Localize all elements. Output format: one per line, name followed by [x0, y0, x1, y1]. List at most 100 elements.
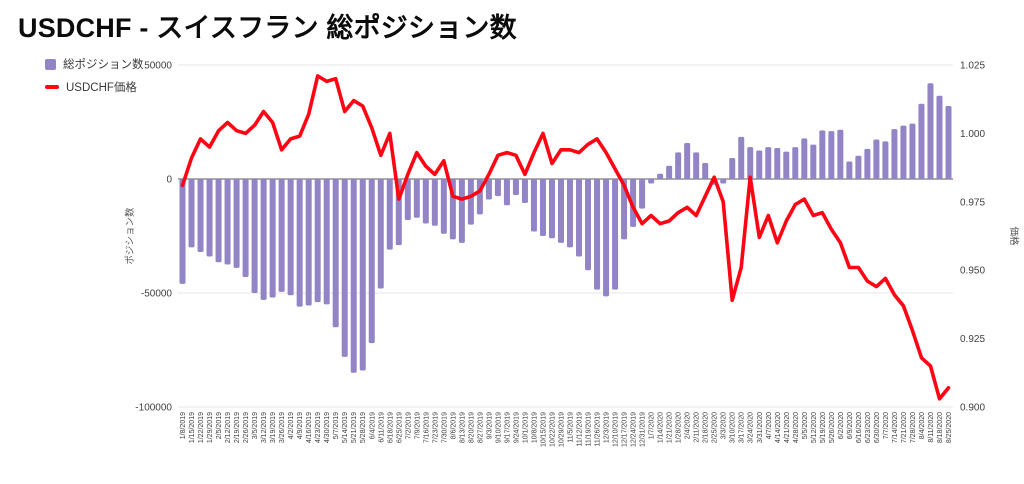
right-axis-tick: 1.000 [960, 129, 985, 140]
x-axis-label: 6/30/2020 [874, 412, 881, 443]
x-axis-label: 8/6/2019 [450, 412, 457, 439]
right-axis-tick: 0.950 [960, 266, 985, 277]
x-axis-label: 11/12/2019 [577, 412, 584, 447]
page-title: USDCHF - スイスフラン 総ポジション数 [18, 13, 517, 43]
bar [702, 163, 709, 179]
x-axis-label: 4/7/2020 [766, 412, 773, 439]
x-axis-label: 9/17/2019 [504, 412, 511, 443]
bar [585, 179, 592, 271]
bar [539, 179, 546, 236]
x-axis-label: 2/11/2020 [694, 412, 701, 443]
bar [612, 179, 619, 290]
left-axis-tick: 50000 [144, 61, 172, 72]
x-axis-label: 10/15/2019 [540, 412, 547, 447]
x-axis-label: 4/14/2020 [775, 412, 782, 443]
bar [801, 138, 808, 179]
bar [864, 148, 871, 179]
legend-line-swatch-icon [45, 85, 59, 89]
x-axis-label: 8/27/2019 [477, 412, 484, 443]
x-axis-label: 1/15/2019 [189, 412, 196, 443]
legend-item-price[interactable]: USDCHF価格 [45, 79, 144, 95]
bar [720, 179, 727, 184]
x-axis-labels: 1/8/2019 1/15/2019 1/22/2019 1/29/2019 2/5/2… [180, 412, 953, 447]
bar [260, 179, 267, 300]
x-axis-label: 5/5/2020 [802, 412, 809, 439]
x-axis-label: 5/12/2020 [811, 412, 818, 443]
x-axis-label: 10/1/2019 [522, 412, 529, 443]
legend-label-price: USDCHF価格 [66, 82, 137, 94]
bar [269, 179, 276, 298]
bar [224, 179, 231, 265]
bar [882, 141, 889, 179]
bar [603, 179, 610, 297]
x-axis-label: 2/19/2019 [234, 412, 241, 443]
x-axis-label: 3/26/2019 [279, 412, 286, 443]
x-axis-label: 10/8/2019 [531, 412, 538, 443]
bar [891, 129, 898, 179]
bar [341, 179, 348, 357]
x-axis-label: 1/7/2020 [649, 412, 656, 439]
x-axis-label: 1/21/2020 [667, 412, 674, 443]
x-axis-label: 2/5/2019 [216, 412, 223, 439]
x-axis-label: 2/25/2020 [712, 412, 719, 443]
bar [350, 179, 357, 373]
bar [377, 179, 384, 289]
x-axis-label: 7/7/2020 [883, 412, 890, 439]
x-axis-label: 5/26/2020 [829, 412, 836, 443]
x-axis-label: 6/18/2019 [387, 412, 394, 443]
bar [494, 179, 501, 197]
x-axis-label: 7/30/2019 [441, 412, 448, 443]
x-axis-label: 6/11/2019 [378, 412, 385, 443]
x-axis-label: 2/26/2019 [243, 412, 250, 443]
x-axis-label: 11/26/2019 [595, 412, 602, 447]
bar [837, 129, 844, 179]
bar [738, 136, 745, 179]
bar [828, 131, 835, 179]
right-axis-tick: 0.925 [960, 334, 985, 345]
legend-label-positions: 総ポジション数 [63, 59, 144, 71]
x-axis-label: 9/3/2019 [486, 412, 493, 439]
x-axis-label: 2/18/2020 [703, 412, 710, 443]
x-axis-label: 6/16/2020 [856, 412, 863, 443]
x-axis-label: 5/19/2020 [820, 412, 827, 443]
x-axis-label: 3/10/2020 [730, 412, 737, 443]
bar [639, 179, 646, 209]
bar [188, 179, 195, 248]
bar [684, 142, 691, 179]
x-axis-label: 1/8/2019 [180, 412, 187, 439]
bar [368, 179, 375, 344]
bar [332, 179, 339, 328]
left-axis-tick: -50000 [141, 289, 173, 300]
left-axis-tick-labels: 50000 0 -50000 -100000 [135, 61, 172, 414]
x-axis-label: 4/30/2019 [324, 412, 331, 443]
x-axis-label: 5/7/2019 [333, 412, 340, 439]
left-axis-tick: -100000 [135, 403, 172, 414]
bar [242, 179, 249, 278]
bar [314, 179, 321, 303]
bar [567, 179, 574, 248]
x-axis-label: 3/3/2020 [721, 412, 728, 439]
bar [693, 152, 700, 179]
x-axis-label: 8/11/2020 [928, 412, 935, 443]
legend-item-positions[interactable]: 総ポジション数 [45, 56, 144, 72]
x-axis-label: 5/14/2019 [342, 412, 349, 443]
x-axis-label: 6/23/2020 [865, 412, 872, 443]
bar [485, 179, 492, 200]
x-axis-label: 3/24/2020 [748, 412, 755, 443]
bar [287, 179, 294, 296]
x-axis-label: 4/28/2020 [793, 412, 800, 443]
x-axis-label: 7/2/2019 [405, 412, 412, 439]
x-axis-label: 12/31/2019 [640, 412, 647, 447]
bar [431, 179, 438, 226]
x-axis-label: 6/9/2020 [847, 412, 854, 439]
x-axis-label: 12/3/2019 [604, 412, 611, 443]
bar [530, 179, 537, 232]
x-axis-label: 4/21/2020 [784, 412, 791, 443]
x-axis-label: 8/25/2020 [946, 412, 953, 443]
bar [557, 179, 564, 243]
bar [440, 179, 447, 234]
bar [503, 179, 510, 206]
x-axis-label: 12/24/2019 [631, 412, 638, 447]
